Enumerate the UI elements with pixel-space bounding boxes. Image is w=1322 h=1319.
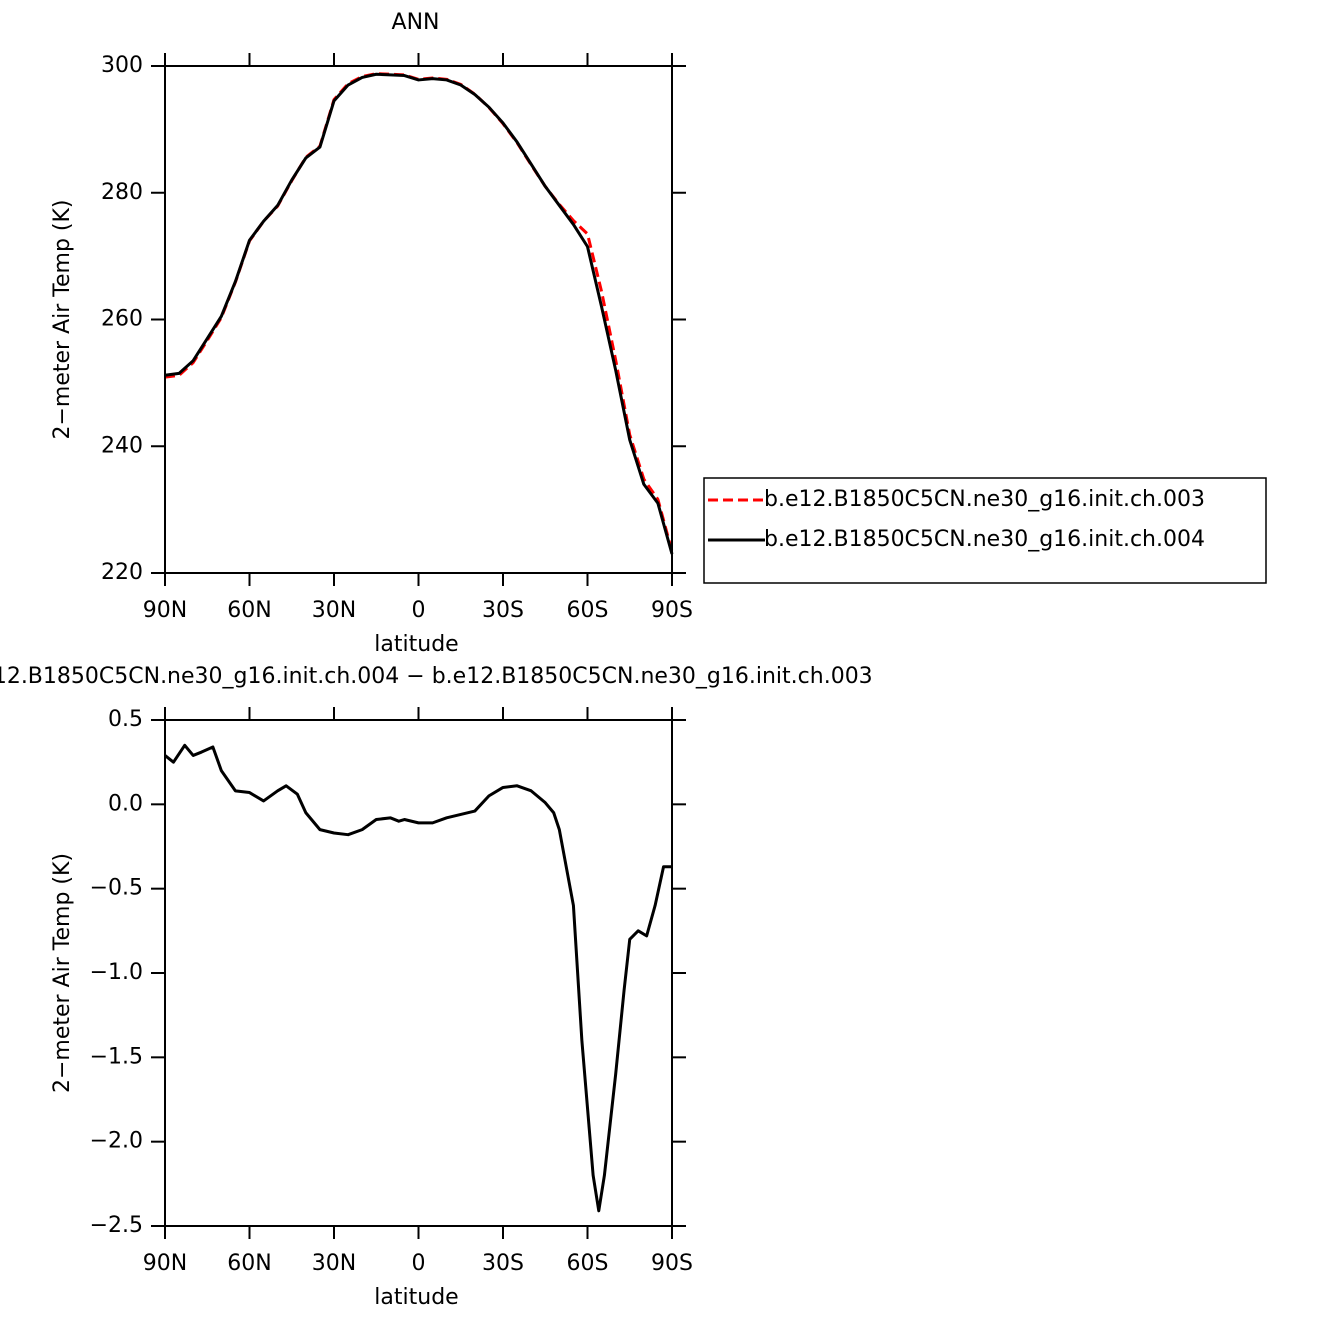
x-axis-label: latitude bbox=[374, 632, 458, 657]
y-tick-label: 280 bbox=[101, 180, 143, 205]
y-tick-label: −1.0 bbox=[90, 960, 143, 985]
y-tick-label: 240 bbox=[101, 433, 143, 458]
data-line bbox=[164, 72, 674, 555]
x-tick-label: 90S bbox=[651, 1251, 693, 1276]
y-tick-label: 260 bbox=[101, 307, 143, 332]
x-tick-label: 90N bbox=[143, 1251, 187, 1276]
y-tick-label: 0.5 bbox=[108, 707, 143, 732]
y-tick-label: −1.5 bbox=[90, 1044, 143, 1069]
plot-frame bbox=[164, 719, 673, 1227]
x-tick-label: 30S bbox=[482, 1251, 524, 1276]
legend-box bbox=[703, 477, 1267, 584]
x-tick-label: 90S bbox=[651, 598, 693, 623]
x-tick-label: 60S bbox=[567, 1251, 609, 1276]
x-tick-label: 90N bbox=[143, 598, 187, 623]
y-tick-label: −0.5 bbox=[90, 876, 143, 901]
x-tick-label: 30N bbox=[312, 1251, 356, 1276]
chart-title: b.e12.B1850C5CN.ne30_g16.init.ch.004 − b… bbox=[0, 664, 873, 689]
x-tick-label: 30N bbox=[312, 598, 356, 623]
y-tick-label: 300 bbox=[101, 53, 143, 78]
data-line bbox=[164, 743, 672, 1213]
y-tick-label: −2.5 bbox=[90, 1213, 143, 1238]
y-tick-label: 0.0 bbox=[108, 791, 143, 816]
x-axis-label: latitude bbox=[374, 1285, 458, 1310]
y-tick-label: 220 bbox=[101, 560, 143, 585]
chart-title: ANN bbox=[392, 10, 440, 35]
data-line bbox=[164, 72, 674, 552]
plot-frame bbox=[164, 65, 673, 574]
y-tick-label: −2.0 bbox=[90, 1129, 143, 1154]
x-tick-label: 60S bbox=[567, 598, 609, 623]
y-axis-label: 2−meter Air Temp (K) bbox=[50, 199, 75, 439]
x-tick-label: 0 bbox=[412, 598, 426, 623]
x-tick-label: 30S bbox=[482, 598, 524, 623]
legend-label: b.e12.B1850C5CN.ne30_g16.init.ch.004 bbox=[764, 527, 1205, 552]
legend-label: b.e12.B1850C5CN.ne30_g16.init.ch.003 bbox=[764, 487, 1205, 512]
y-axis-label: 2−meter Air Temp (K) bbox=[50, 853, 75, 1093]
x-tick-label: 60N bbox=[227, 1251, 271, 1276]
x-tick-label: 0 bbox=[412, 1251, 426, 1276]
x-tick-label: 60N bbox=[227, 598, 271, 623]
